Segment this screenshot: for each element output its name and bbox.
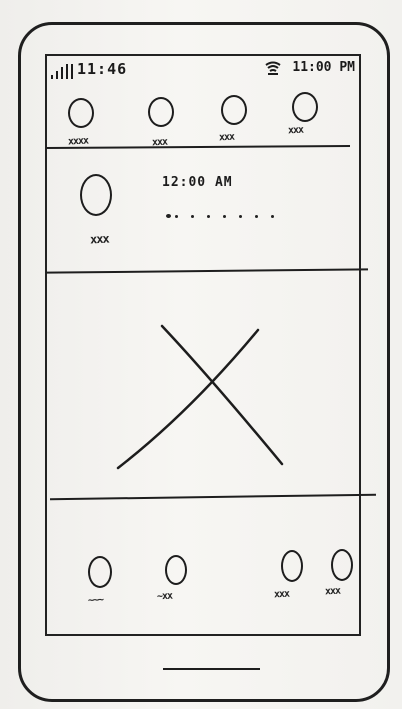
dock-avatar-2[interactable] xyxy=(165,555,187,585)
dock-label-1: ~~~ xyxy=(87,594,104,607)
contact-avatar-4[interactable] xyxy=(292,92,318,122)
contact-label-4: xxx xyxy=(287,124,304,137)
status-right: 11:00 PM xyxy=(264,60,355,75)
message-sender-label: xxx xyxy=(89,231,110,247)
contact-avatar-2[interactable] xyxy=(148,97,174,127)
dock-avatar-4[interactable] xyxy=(331,549,353,581)
dock-label-2: ~xx xyxy=(156,590,173,603)
contact-avatar-1[interactable] xyxy=(68,98,94,128)
message-avatar[interactable] xyxy=(80,174,112,216)
status-bar: 11:46 11:00 PM xyxy=(45,58,361,84)
dock-label-3: xxx xyxy=(273,588,290,601)
message-time: 12:00 AM xyxy=(162,175,233,190)
dock-avatar-1[interactable] xyxy=(88,556,112,588)
phone-screen xyxy=(45,54,361,636)
dock-label-4: xxx xyxy=(324,585,341,598)
contact-avatar-3[interactable] xyxy=(221,95,247,125)
status-clock: 11:00 PM xyxy=(292,60,355,75)
dock-avatar-3[interactable] xyxy=(281,550,303,582)
image-placeholder-icon[interactable] xyxy=(110,322,290,472)
message-preview-dots xyxy=(166,203,287,222)
signal-icon xyxy=(51,64,73,79)
status-time: 11:46 xyxy=(77,60,128,78)
wifi-icon xyxy=(264,61,281,75)
home-indicator[interactable] xyxy=(163,668,260,670)
contact-label-1: xxxx xyxy=(67,135,89,148)
phone-frame xyxy=(18,22,390,702)
contact-label-3: xxx xyxy=(218,131,235,144)
